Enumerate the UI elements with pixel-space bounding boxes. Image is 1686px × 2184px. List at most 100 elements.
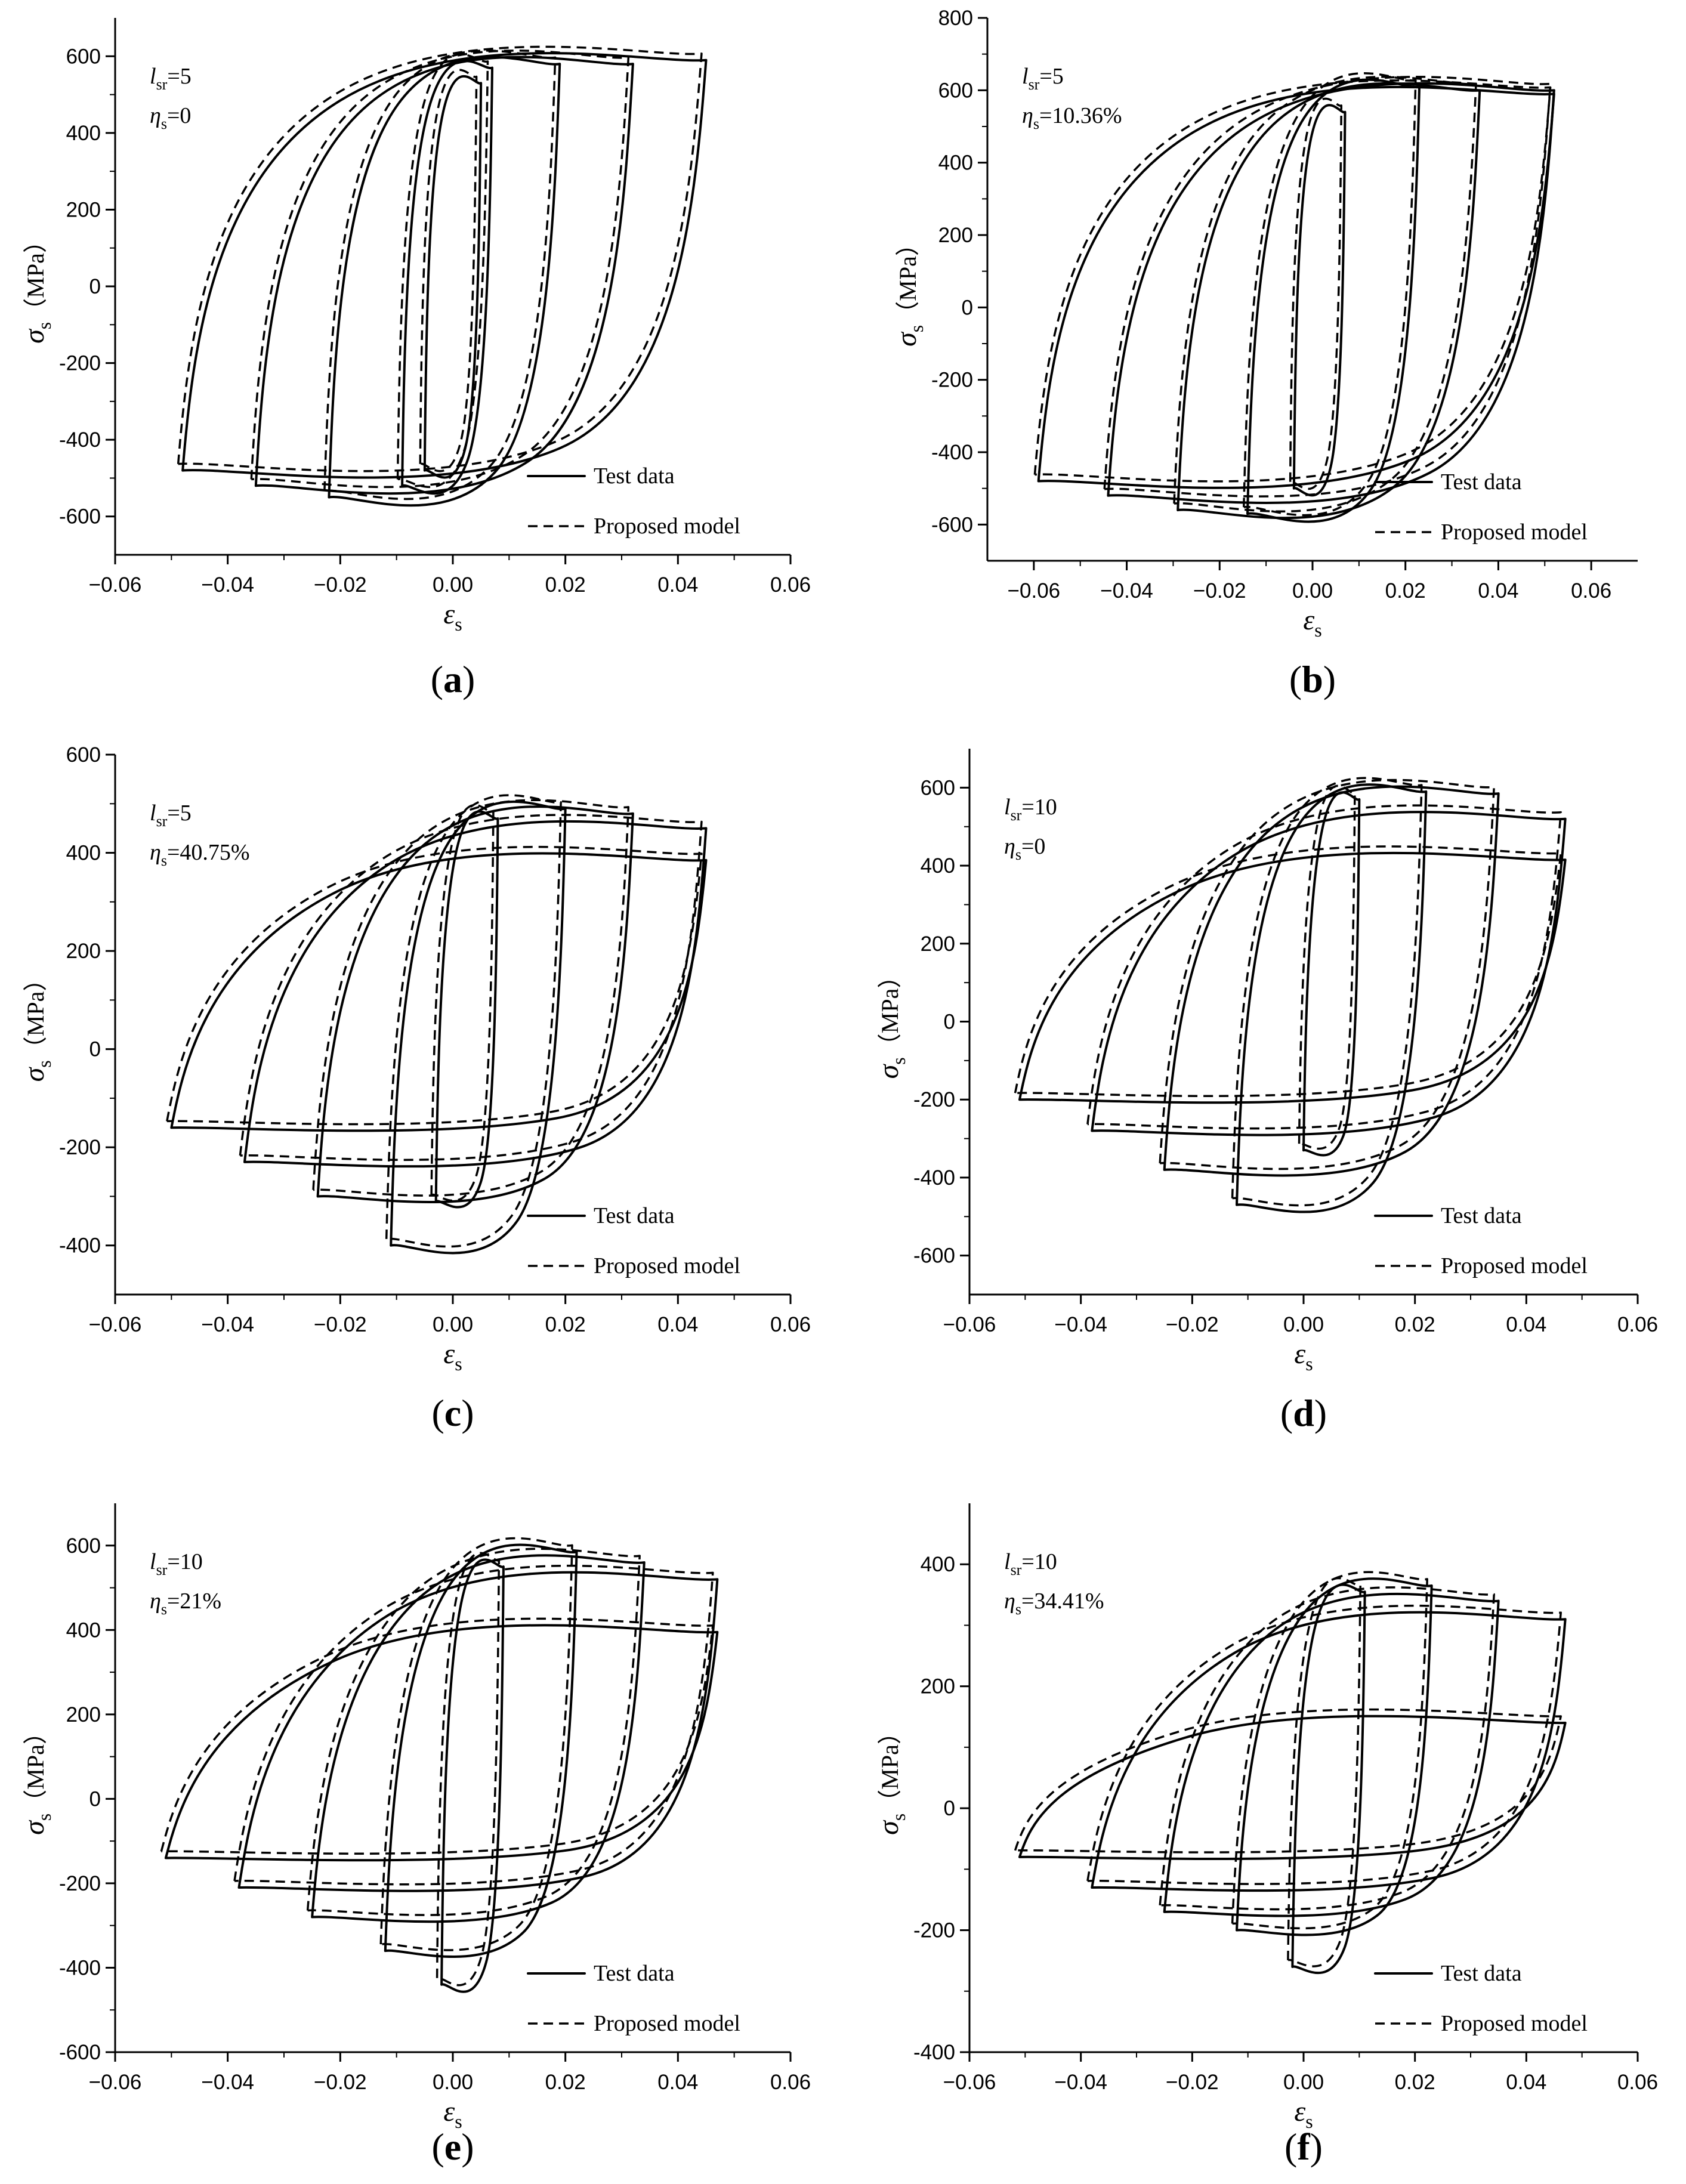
- x-axis-title: εs: [1294, 2096, 1313, 2132]
- x-axis-title: εs: [443, 598, 462, 635]
- y-tick-label: 0: [89, 1787, 101, 1811]
- test-data-loop-5: [170, 852, 708, 1132]
- test-data-loop-4: [1107, 82, 1555, 504]
- x-tick-label: 0.00: [1292, 579, 1333, 603]
- test-data-loop-2: [401, 60, 494, 495]
- y-tick-label: -600: [59, 505, 101, 529]
- x-tick-label: 0.06: [770, 2071, 811, 2094]
- x-tick-label: −0.02: [1166, 2071, 1219, 2094]
- test-data-loop-5: [1018, 1715, 1567, 1861]
- x-tick-label: 0.06: [1617, 1313, 1658, 1336]
- annotation-eta: ηs=21%: [150, 1589, 221, 1618]
- x-tick-label: 0.04: [657, 2071, 698, 2094]
- model-loop-2: [1243, 72, 1417, 517]
- test-data-loop-4: [237, 1571, 719, 1892]
- y-tick-label: 600: [66, 1534, 101, 1558]
- model-loop-5: [1014, 845, 1562, 1098]
- test-data-loop-2: [384, 1543, 578, 1958]
- annotation-eta: ηs=10.36%: [1022, 103, 1122, 132]
- test-data-loop-3: [316, 805, 634, 1203]
- y-tick-label: -400: [59, 1234, 101, 1258]
- chart-panel-b: −0.06 −0.04 −0.02 0.00 0.02 0.04 0.06 -600 -400 -…: [891, 7, 1638, 700]
- test-data-loop-3: [1177, 82, 1481, 520]
- test-data-loop-5: [181, 52, 708, 479]
- model-loop-2: [385, 794, 562, 1248]
- x-tick-label: 0.06: [1617, 2071, 1658, 2094]
- x-tick-label: 0.04: [657, 573, 698, 597]
- y-tick-label: 200: [921, 1675, 955, 1698]
- model-loop-4: [239, 814, 703, 1161]
- y-tick-label: 400: [66, 122, 101, 145]
- y-tick-label: -200: [59, 1872, 101, 1895]
- y-axis-title: σs（MPa）: [873, 1720, 909, 1835]
- y-axis-title: σs（MPa）: [18, 968, 55, 1082]
- test-data-loop-1: [1292, 104, 1347, 497]
- chart-panel-f: −0.06 −0.04 −0.02 0.00 0.02 0.04 0.06 -400 -200 0…: [873, 1503, 1658, 2168]
- test-data-loop-1: [434, 810, 499, 1209]
- x-tick-label: 0.04: [1506, 1313, 1546, 1336]
- x-tick-label: 0.02: [1385, 579, 1426, 603]
- chart-panel-d: −0.06 −0.04 −0.02 0.00 0.02 0.04 0.06 -600 -400 -…: [873, 749, 1658, 1434]
- model-loop-4: [1086, 804, 1562, 1130]
- y-tick-label: 200: [66, 198, 101, 221]
- legend-test-label: Test data: [1441, 1961, 1522, 1986]
- y-tick-label: 200: [66, 1703, 101, 1726]
- x-tick-label: 0.06: [1571, 579, 1611, 603]
- model-loop-4: [250, 50, 630, 489]
- model-loop-3: [1159, 779, 1495, 1170]
- y-tick-label: -400: [59, 428, 101, 452]
- model-loop-3: [1173, 76, 1477, 512]
- annotation-eta: ηs=34.41%: [1004, 1589, 1104, 1618]
- annotation-lsr: lsr=5: [150, 801, 192, 830]
- y-axis-title: σs（MPa）: [18, 1720, 55, 1835]
- x-tick-label: −0.06: [89, 1313, 142, 1336]
- model-loop-4: [1103, 76, 1552, 498]
- x-tick-label: −0.06: [943, 1313, 996, 1336]
- x-tick-label: 0.06: [770, 1313, 811, 1336]
- y-tick-label: 400: [921, 854, 955, 878]
- annotation-lsr: lsr=5: [1022, 64, 1064, 93]
- test-data-loop-2: [1236, 1577, 1433, 1936]
- test-data-loop-3: [1163, 1592, 1500, 1917]
- test-data-loop-5: [1037, 85, 1555, 489]
- y-tick-label: -600: [931, 513, 973, 536]
- test-data-loop-2: [390, 800, 567, 1255]
- y-tick-label: 600: [921, 776, 955, 799]
- model-loop-5: [160, 1617, 714, 1855]
- x-tick-label: 0.04: [1478, 579, 1518, 603]
- test-data-loop-3: [328, 55, 561, 507]
- y-tick-label: 200: [66, 940, 101, 963]
- y-tick-label: -400: [931, 441, 973, 464]
- model-loop-2: [379, 1537, 573, 1951]
- chart-panel-e: −0.06 −0.04 −0.02 0.00 0.02 0.04 0.06 -600 -400 -…: [18, 1503, 811, 2168]
- y-axis-title: σs（MPa）: [891, 232, 927, 347]
- y-tick-label: -400: [59, 1956, 101, 1979]
- legend-model-label: Proposed model: [1441, 520, 1588, 545]
- y-tick-label: -200: [931, 369, 973, 392]
- x-tick-label: −0.02: [314, 2071, 367, 2094]
- x-tick-label: −0.06: [89, 573, 142, 597]
- model-loop-5: [1014, 1708, 1562, 1854]
- legend-model-label: Proposed model: [594, 2011, 740, 2036]
- test-data-loop-5: [164, 1624, 719, 1862]
- y-tick-label: 0: [89, 1038, 101, 1061]
- y-tick-label: 0: [962, 296, 973, 319]
- x-tick-label: −0.02: [1166, 1313, 1219, 1336]
- model-loop-3: [323, 50, 557, 501]
- model-loop-4: [1086, 1604, 1562, 1885]
- x-tick-label: 0.06: [770, 573, 811, 597]
- annotation-lsr: lsr=10: [1004, 1549, 1057, 1578]
- x-tick-label: −0.04: [1054, 2071, 1107, 2094]
- x-tick-label: 0.04: [657, 1313, 698, 1336]
- x-axis-title: εs: [1303, 604, 1321, 641]
- legend-model-label: Proposed model: [1441, 2011, 1588, 2036]
- annotation-eta: ηs=40.75%: [150, 840, 250, 869]
- model-loop-2: [1231, 777, 1423, 1207]
- panel-label: (f): [1284, 2126, 1323, 2168]
- panel-label: (d): [1280, 1392, 1327, 1434]
- x-tick-label: 0.02: [545, 573, 586, 597]
- model-loop-1: [1298, 784, 1356, 1150]
- x-tick-label: 0.02: [545, 1313, 586, 1336]
- x-tick-label: −0.06: [1008, 579, 1061, 603]
